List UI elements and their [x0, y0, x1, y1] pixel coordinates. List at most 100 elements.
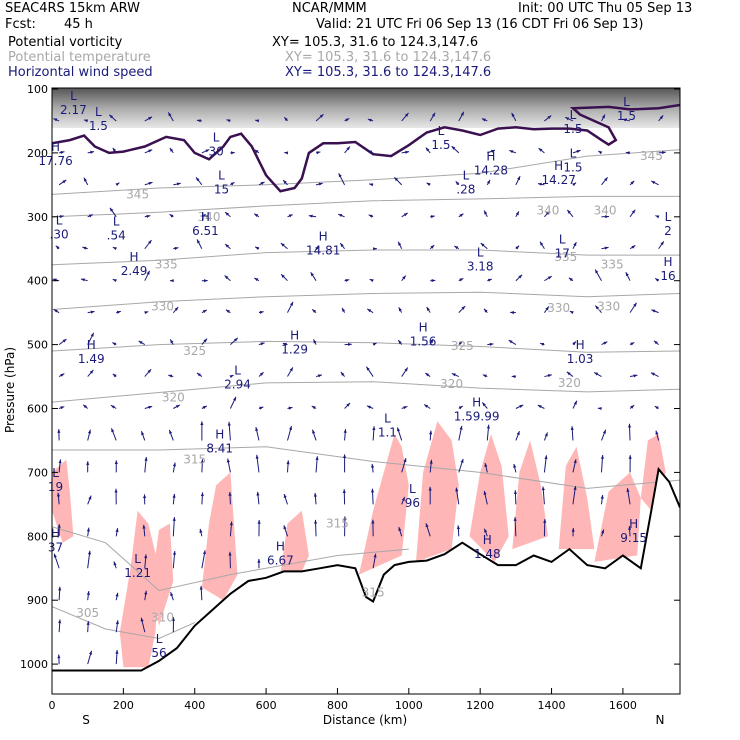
wind-vector — [515, 211, 520, 218]
wind-vector — [398, 307, 403, 313]
hl-value: 14.28 — [474, 163, 508, 177]
wind-vector — [86, 527, 90, 537]
wind-vector — [313, 339, 317, 345]
wind-vector — [430, 279, 436, 283]
wind-vector — [86, 591, 90, 601]
wind-vector — [537, 182, 545, 186]
field-pv-xy: XY= 105.3, 31.6 to 124.3,147.6 — [272, 35, 479, 50]
wind-vector — [115, 649, 119, 665]
wind-vector — [511, 374, 516, 379]
hl-marker: H14.28 — [474, 149, 508, 177]
wind-vector — [224, 243, 231, 250]
wind-vector — [172, 462, 176, 473]
wind-vector — [372, 553, 377, 569]
hl-symbol: L — [463, 169, 470, 183]
wind-vector — [287, 425, 293, 441]
hl-symbol: H — [276, 539, 285, 553]
hl-marker: L1.5 — [431, 124, 450, 152]
wind-vector — [515, 404, 524, 409]
wind-vector — [654, 405, 659, 410]
wind-vector — [283, 493, 288, 505]
wind-vector — [113, 561, 117, 569]
wind-vector — [398, 526, 403, 537]
wind-vector — [371, 519, 375, 537]
wind-vector — [196, 372, 203, 377]
hl-value: 15 — [214, 183, 229, 197]
wind-vector — [658, 240, 665, 250]
wind-vector — [57, 654, 61, 665]
wind-vector — [229, 374, 234, 379]
hl-marker: L2 — [664, 210, 672, 238]
pv-region-9 — [558, 446, 595, 550]
wind-vector — [308, 214, 317, 218]
wind-vector — [58, 586, 62, 601]
wind-vector — [108, 114, 117, 122]
hl-marker: L.28 — [456, 169, 475, 197]
wind-vector — [572, 182, 577, 187]
wind-vector — [369, 278, 374, 283]
pv-region-7 — [469, 434, 509, 562]
hl-symbol: H — [290, 328, 299, 342]
wind-vector — [487, 342, 494, 346]
wind-vector — [481, 118, 488, 122]
wind-vector — [600, 494, 604, 505]
hl-marker: H6.67 — [267, 539, 294, 567]
wind-vector — [229, 521, 233, 537]
wind-vector — [344, 146, 351, 154]
wind-vector — [315, 374, 323, 378]
pv-2pvu-contour — [52, 103, 680, 193]
wind-vector — [508, 339, 517, 346]
hl-marker: H1.48 — [474, 533, 501, 561]
field-wind-xy: XY= 105.3, 31.6 to 124.3,147.6 — [285, 65, 492, 80]
hl-value: 14.27 — [542, 173, 576, 187]
wind-vector — [397, 339, 403, 345]
theta-isentrope-335 — [52, 249, 680, 266]
wind-vector — [571, 527, 575, 537]
wind-vector — [112, 342, 117, 346]
wind-vector — [394, 176, 403, 186]
wind-vector — [224, 211, 231, 218]
wind-vector — [87, 150, 95, 154]
wind-vector — [58, 179, 67, 186]
forecast-label: Fcst: — [5, 17, 36, 32]
wind-vector — [425, 523, 431, 537]
wind-vector — [169, 279, 174, 283]
wind-vector — [487, 278, 493, 282]
hl-value: 1.48 — [474, 547, 501, 561]
wind-vector — [87, 550, 91, 569]
hl-value: 56 — [151, 646, 166, 660]
theta-isentrope-320 — [52, 381, 680, 403]
wind-vector — [200, 492, 204, 505]
y-tick-label: 600 — [27, 403, 48, 416]
hl-symbol: L — [134, 552, 141, 566]
wind-vector — [344, 342, 352, 346]
wind-vector — [510, 311, 516, 315]
wind-vector — [311, 308, 317, 314]
hl-symbol: L — [409, 482, 416, 496]
y-tick-label: 900 — [27, 594, 48, 607]
wind-vector — [515, 274, 523, 282]
wind-vector — [598, 150, 603, 155]
hl-marker: L.30 — [50, 213, 69, 241]
hl-symbol: H — [472, 396, 481, 410]
wind-vector — [115, 620, 119, 633]
wind-vector — [658, 115, 664, 122]
north-end-label: N — [656, 713, 665, 727]
wind-vector — [344, 402, 351, 409]
hl-symbol: H — [419, 321, 428, 335]
wind-vector — [173, 404, 181, 409]
wind-vector — [258, 371, 264, 377]
wind-vector — [53, 118, 60, 122]
wind-vector — [87, 369, 94, 377]
hl-marker: L1.5 — [563, 108, 582, 136]
theta-isentrope-340 — [52, 195, 680, 218]
wind-vector — [114, 488, 118, 505]
hl-symbol: H — [319, 229, 328, 243]
wind-vector — [282, 342, 288, 346]
wind-vector — [258, 310, 264, 314]
hl-symbol: L — [234, 364, 241, 378]
wind-vector — [87, 650, 93, 665]
wind-vector — [109, 207, 117, 218]
theta-label: 335 — [601, 258, 624, 272]
